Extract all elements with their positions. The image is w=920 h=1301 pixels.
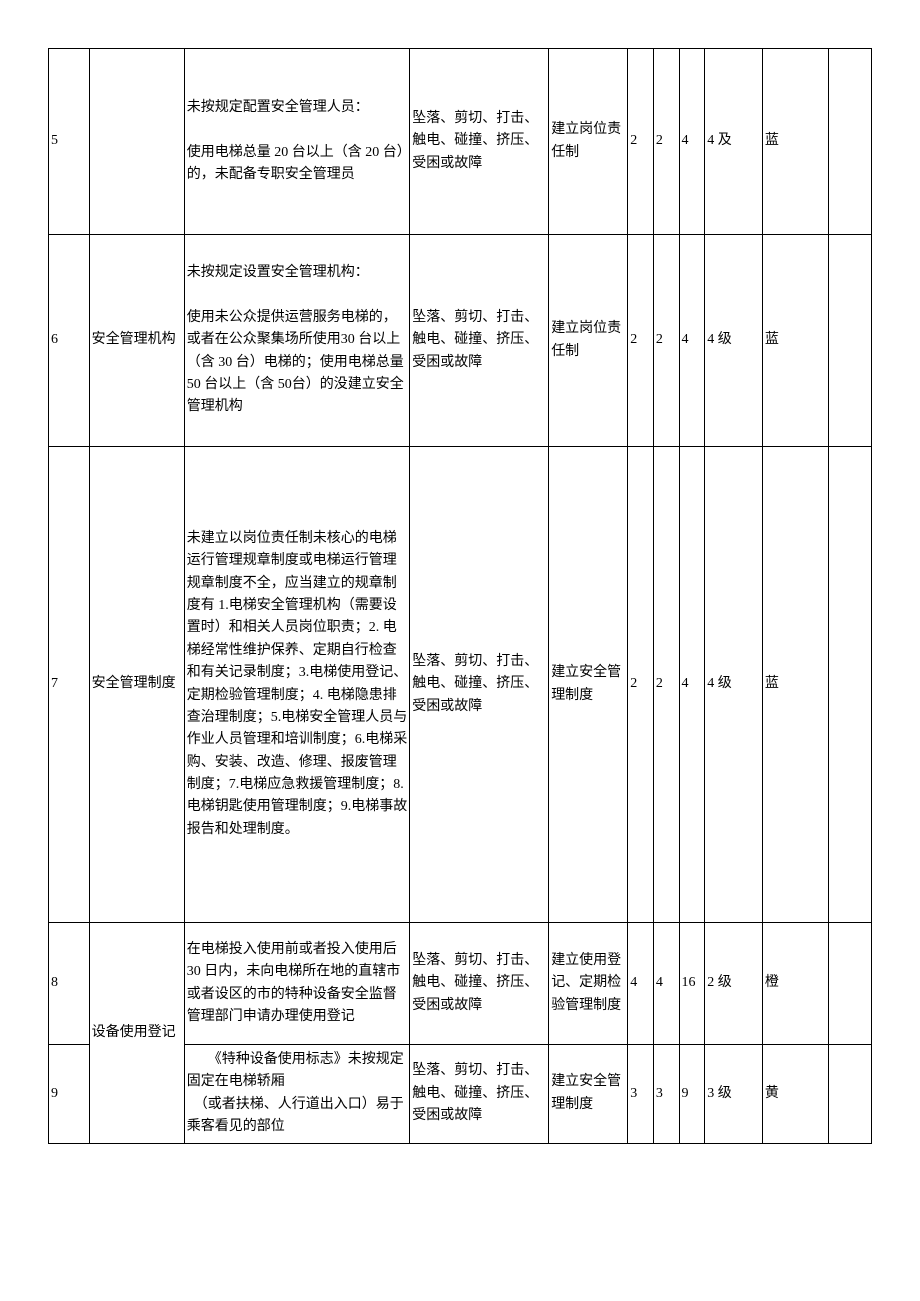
cell-risk: 坠落、剪切、打击、触电、碰撞、挤压、受困或故障 [410, 49, 549, 235]
cell-risk: 坠落、剪切、打击、触电、碰撞、挤压、受困或故障 [410, 235, 549, 447]
cell-c: 4 [679, 235, 705, 447]
cell-color: 蓝 [762, 235, 828, 447]
cell-description: 未按规定配置安全管理人员： 使用电梯总量 20 台以上（含 20 台）的，未配备… [184, 49, 410, 235]
cell-last [829, 49, 872, 235]
cell-b: 2 [653, 235, 679, 447]
table-row: 5 未按规定配置安全管理人员： 使用电梯总量 20 台以上（含 20 台）的，未… [49, 49, 872, 235]
cell-description: 在电梯投入使用前或者投入使用后 30 日内，未向电梯所在地的直辖市或者设区的市的… [184, 923, 410, 1045]
cell-a: 2 [628, 235, 654, 447]
cell-c: 4 [679, 447, 705, 923]
cell-level: 3 级 [705, 1045, 763, 1144]
table-row: 8 设备使用登记 在电梯投入使用前或者投入使用后 30 日内，未向电梯所在地的直… [49, 923, 872, 1045]
cell-num: 7 [49, 447, 90, 923]
cell-level: 2 级 [705, 923, 763, 1045]
risk-assessment-table: 5 未按规定配置安全管理人员： 使用电梯总量 20 台以上（含 20 台）的，未… [48, 48, 872, 1144]
cell-category: 安全管理制度 [89, 447, 184, 923]
cell-c: 4 [679, 49, 705, 235]
cell-measure: 建立岗位责任制 [549, 49, 628, 235]
cell-measure: 建立岗位责任制 [549, 235, 628, 447]
cell-risk: 坠落、剪切、打击、触电、碰撞、挤压、受困或故障 [410, 923, 549, 1045]
cell-color: 橙 [762, 923, 828, 1045]
cell-b: 3 [653, 1045, 679, 1144]
cell-num: 8 [49, 923, 90, 1045]
cell-a: 4 [628, 923, 654, 1045]
cell-last [829, 447, 872, 923]
cell-last [829, 1045, 872, 1144]
cell-b: 4 [653, 923, 679, 1045]
cell-measure: 建立使用登记、定期检验管理制度 [549, 923, 628, 1045]
table-row: 6 安全管理机构 未按规定设置安全管理机构： 使用未公众提供运营服务电梯的，或者… [49, 235, 872, 447]
cell-last [829, 235, 872, 447]
cell-category [89, 49, 184, 235]
cell-risk: 坠落、剪切、打击、触电、碰撞、挤压、受困或故障 [410, 1045, 549, 1144]
cell-c: 9 [679, 1045, 705, 1144]
cell-a: 2 [628, 447, 654, 923]
cell-description: 未建立以岗位责任制未核心的电梯运行管理规章制度或电梯运行管理规章制度不全，应当建… [184, 447, 410, 923]
cell-color: 蓝 [762, 447, 828, 923]
cell-level: 4 级 [705, 235, 763, 447]
cell-description: 未按规定设置安全管理机构： 使用未公众提供运营服务电梯的，或者在公众聚集场所使用… [184, 235, 410, 447]
cell-a: 3 [628, 1045, 654, 1144]
cell-measure: 建立安全管理制度 [549, 447, 628, 923]
cell-measure: 建立安全管理制度 [549, 1045, 628, 1144]
cell-level: 4 级 [705, 447, 763, 923]
cell-category: 安全管理机构 [89, 235, 184, 447]
cell-num: 6 [49, 235, 90, 447]
cell-level: 4 及 [705, 49, 763, 235]
cell-risk: 坠落、剪切、打击、触电、碰撞、挤压、受困或故障 [410, 447, 549, 923]
cell-num: 5 [49, 49, 90, 235]
cell-b: 2 [653, 49, 679, 235]
cell-c: 16 [679, 923, 705, 1045]
cell-color: 黄 [762, 1045, 828, 1144]
cell-b: 2 [653, 447, 679, 923]
cell-a: 2 [628, 49, 654, 235]
table-row: 7 安全管理制度 未建立以岗位责任制未核心的电梯运行管理规章制度或电梯运行管理规… [49, 447, 872, 923]
cell-color: 蓝 [762, 49, 828, 235]
cell-description: 《特种设备使用标志》未按规定固定在电梯轿厢 （或者扶梯、人行道出入口）易于乘客看… [184, 1045, 410, 1144]
cell-category: 设备使用登记 [89, 923, 184, 1144]
cell-last [829, 923, 872, 1045]
cell-num: 9 [49, 1045, 90, 1144]
